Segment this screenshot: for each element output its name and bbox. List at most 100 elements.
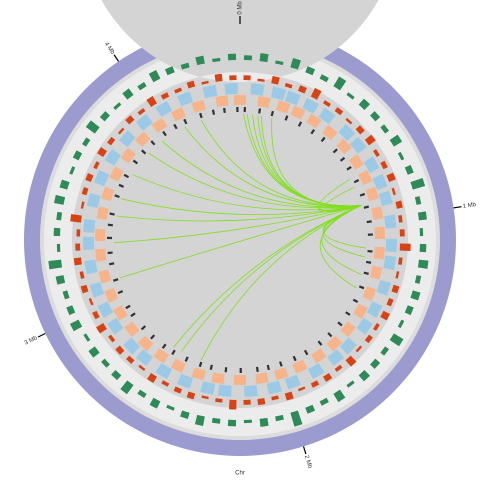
link: [119, 205, 362, 279]
histogram-bar: [76, 229, 81, 237]
feature-tile: [135, 349, 153, 366]
feature-tile: [284, 374, 301, 390]
feature-tile: [236, 107, 239, 113]
feature-tile: [376, 279, 392, 296]
histogram-bar: [186, 80, 196, 89]
histogram-bar: [323, 373, 333, 382]
feature-tile: [326, 335, 343, 352]
histogram-bar: [99, 111, 110, 122]
feature-tile: [367, 249, 373, 253]
histogram-bar: [79, 271, 85, 279]
tick-label: 3 Mb: [24, 335, 39, 346]
histogram-bar: [147, 373, 157, 383]
histogram-bar: [391, 187, 396, 196]
feature-tile: [83, 218, 96, 233]
histogram-bar: [399, 229, 405, 237]
link: [120, 198, 362, 216]
feature-tile: [211, 109, 216, 115]
histogram-bar: [96, 323, 107, 334]
histogram-bar: [380, 124, 390, 134]
histogram-bar: [370, 358, 381, 369]
feature-tile: [150, 334, 156, 340]
histogram-bar: [113, 102, 122, 110]
feature-tile: [123, 337, 141, 355]
feature-tile: [339, 337, 357, 355]
feature-tile: [346, 166, 352, 171]
link: [148, 152, 362, 209]
histogram-bar: [271, 395, 279, 401]
feature-tile: [98, 269, 112, 284]
histogram-bar: [334, 364, 343, 372]
histogram-bar: [355, 345, 363, 353]
histogram-bar: [72, 150, 83, 161]
histogram-bar: [399, 243, 411, 252]
histogram-bar: [81, 187, 89, 196]
feature-tile: [113, 305, 128, 321]
histogram-bar: [164, 66, 175, 76]
histogram-bar: [389, 134, 403, 147]
feature-tile: [374, 226, 385, 240]
feature-tile: [224, 83, 238, 95]
histogram-bar: [97, 147, 107, 157]
feature-tile: [337, 321, 343, 327]
histogram-bar: [305, 404, 316, 414]
histogram-bar: [107, 136, 116, 146]
feature-tile: [307, 363, 325, 380]
feature-tile: [366, 220, 372, 224]
histogram-bar: [243, 399, 251, 405]
histogram-bar: [419, 243, 427, 253]
feature-tile: [356, 317, 373, 335]
histogram-bar: [373, 323, 380, 331]
histogram-bar: [355, 125, 365, 135]
histogram-bar: [137, 82, 147, 91]
histogram-bar: [215, 398, 223, 403]
histogram-bar: [257, 78, 265, 82]
feature-tile: [224, 367, 228, 373]
histogram-bar: [70, 214, 82, 223]
feature-tile: [336, 138, 352, 155]
feature-tile: [353, 179, 360, 184]
histogram-bar: [56, 211, 63, 221]
feature-tile: [117, 290, 124, 295]
feature-tile: [177, 91, 194, 107]
histogram-bar: [62, 290, 70, 300]
histogram-bar: [397, 151, 405, 161]
feature-tile: [104, 287, 119, 303]
feature-tile: [274, 367, 289, 381]
histogram-bar: [414, 275, 422, 284]
histogram-bar: [180, 62, 190, 70]
histogram-bar: [346, 380, 355, 388]
histogram-bar: [398, 215, 403, 223]
feature-tile: [107, 223, 113, 227]
histogram-bar: [115, 345, 125, 355]
histogram-bar: [259, 417, 269, 427]
feature-tile: [363, 205, 369, 209]
feature-tile: [97, 301, 114, 318]
histogram-bar: [125, 115, 135, 125]
histogram-bar: [56, 243, 61, 252]
histogram-bar: [69, 319, 83, 332]
histogram-bar: [174, 87, 183, 94]
histogram-bar: [80, 284, 89, 294]
histogram-bar: [83, 333, 91, 342]
feature-tile: [161, 343, 167, 349]
feature-tile: [223, 107, 226, 114]
link: [116, 205, 362, 222]
feature-tile: [384, 214, 397, 229]
histogram-bar: [397, 319, 405, 329]
feature-tile: [311, 348, 327, 364]
feature-tile: [327, 332, 333, 338]
histogram-bar: [148, 69, 161, 83]
link: [161, 140, 362, 208]
histogram-bar: [111, 370, 122, 381]
feature-tile: [358, 285, 365, 290]
feature-tile: [104, 148, 122, 166]
histogram-bar: [275, 414, 284, 422]
feature-tile: [358, 169, 373, 186]
feature-tile: [369, 265, 383, 280]
histogram-bar: [333, 389, 346, 403]
histogram-bar: [345, 355, 357, 367]
histogram-bar: [414, 196, 422, 205]
feature-tile: [339, 156, 346, 162]
histogram-bar: [290, 57, 301, 70]
